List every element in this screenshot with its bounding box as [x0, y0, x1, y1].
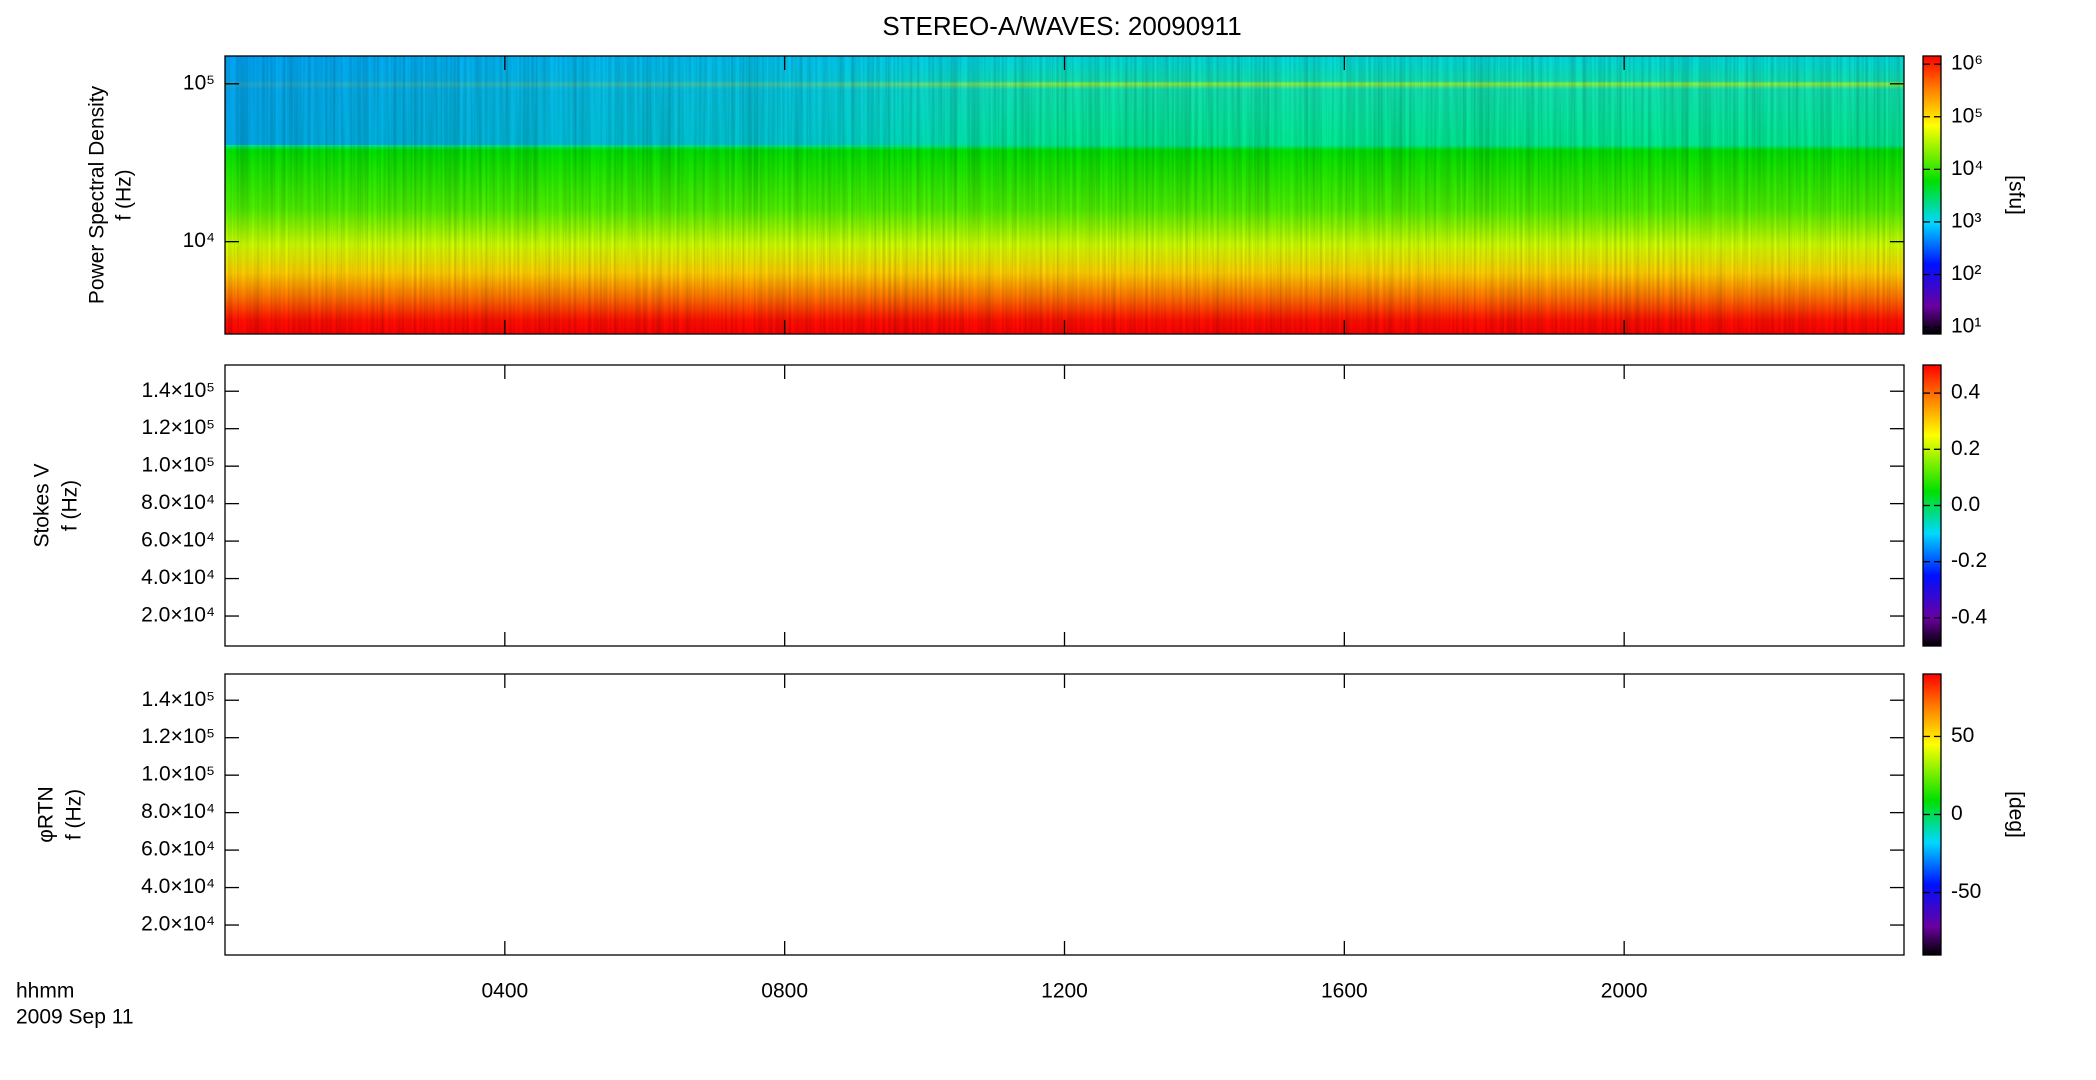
colorbar-tick-label: 10³ — [1951, 209, 1981, 232]
colorbar-tick-label: 10⁵ — [1951, 104, 1983, 127]
y-tick-label: 4.0×10⁴ — [141, 566, 215, 589]
colorbar-tick-label: 10¹ — [1951, 315, 1981, 338]
colorbar-tick-label: -50 — [1951, 880, 1981, 903]
y-axis-label: Power Spectral Density — [86, 85, 109, 304]
y-tick-label: 8.0×10⁴ — [141, 800, 215, 823]
colorbar-tick-label: 10² — [1951, 262, 1981, 285]
y-tick-label: 1.4×10⁵ — [141, 379, 215, 402]
y-axis-label: φRTN — [35, 786, 58, 842]
colorbar-label: [sfu] — [2004, 175, 2027, 215]
y-tick-label: 1.0×10⁵ — [141, 763, 215, 786]
chart-title: STEREO-A/WAVES: 20090911 — [882, 11, 1241, 41]
colorbar — [1922, 55, 1942, 335]
colorbar-tick-label: 0.0 — [1951, 493, 1980, 516]
y-tick-label: 2.0×10⁴ — [141, 913, 215, 936]
plot-frame — [224, 364, 1905, 647]
x-axis-label: hhmm — [16, 980, 74, 1003]
x-tick-label: 0800 — [761, 980, 808, 1003]
y-tick-label: 2.0×10⁴ — [141, 604, 215, 627]
spectrogram-image — [225, 56, 1904, 334]
x-tick-label: 0400 — [481, 980, 528, 1003]
y-tick-label: 10⁵ — [183, 71, 215, 94]
colorbar-tick-label: 0.2 — [1951, 437, 1980, 460]
x-tick-label: 1600 — [1321, 980, 1368, 1003]
y-axis-label: f (Hz) — [59, 480, 82, 531]
y-axis-label: f (Hz) — [113, 169, 136, 220]
x-tick-label: 2000 — [1601, 980, 1648, 1003]
y-tick-label: 6.0×10⁴ — [141, 529, 215, 552]
x-axis-label: 2009 Sep 11 — [16, 1006, 134, 1029]
colorbar-tick-label: 0 — [1951, 802, 1963, 825]
y-tick-label: 6.0×10⁴ — [141, 838, 215, 861]
colorbar-tick-label: -0.2 — [1951, 549, 1987, 572]
colorbar-tick-label: 10⁶ — [1951, 52, 1983, 75]
y-tick-label: 10⁴ — [183, 229, 215, 252]
y-tick-label: 1.4×10⁵ — [141, 688, 215, 711]
y-tick-label: 4.0×10⁴ — [141, 875, 215, 898]
y-tick-label: 8.0×10⁴ — [141, 491, 215, 514]
y-axis-label: Stokes V — [31, 463, 54, 547]
y-axis-label: f (Hz) — [63, 789, 86, 840]
y-tick-label: 1.0×10⁵ — [141, 454, 215, 477]
colorbar-tick-label: 10⁴ — [1951, 157, 1983, 180]
colorbar-tick-label: 0.4 — [1951, 381, 1981, 404]
colorbar-tick-label: 50 — [1951, 724, 1974, 747]
plot-frame — [224, 673, 1905, 956]
y-tick-label: 1.2×10⁵ — [141, 725, 215, 748]
x-tick-label: 1200 — [1041, 980, 1088, 1003]
y-tick-label: 1.2×10⁵ — [141, 416, 215, 439]
colorbar-label: [deg] — [2004, 791, 2027, 838]
colorbar-tick-label: -0.4 — [1951, 605, 1988, 628]
